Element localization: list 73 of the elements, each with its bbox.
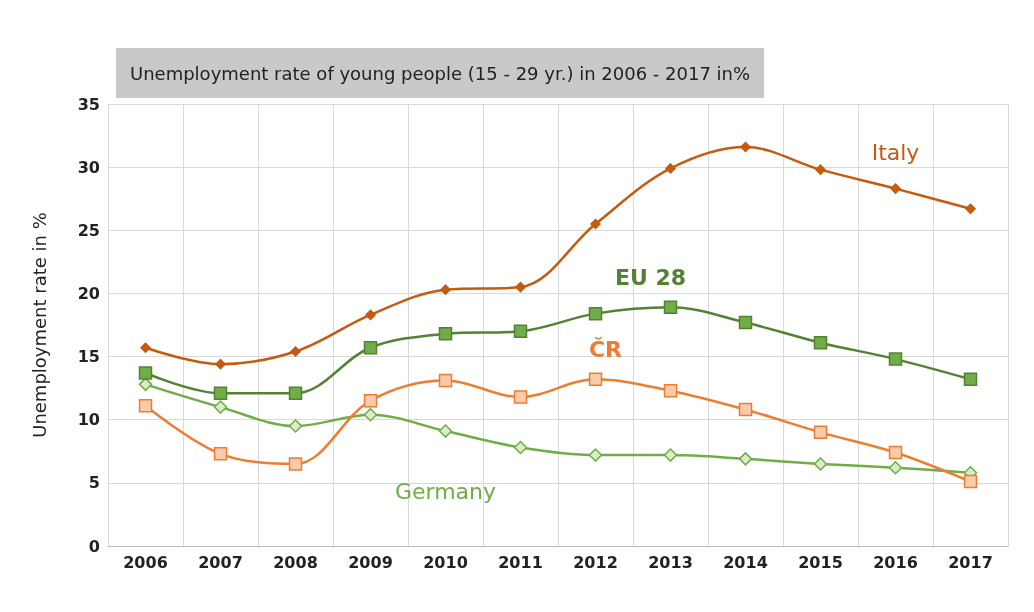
point <box>438 327 453 341</box>
point <box>140 342 151 353</box>
x-tick-label: 2010 <box>423 552 468 572</box>
y-tick-label: 25 <box>77 220 100 240</box>
point <box>963 372 978 387</box>
point <box>138 366 153 380</box>
point <box>663 448 678 462</box>
x-tick-label: 2013 <box>648 552 693 572</box>
point <box>213 447 228 461</box>
point <box>738 452 753 466</box>
point <box>738 315 753 330</box>
x-tick-label: 2011 <box>498 552 543 572</box>
point <box>740 141 751 153</box>
point <box>138 377 153 392</box>
point <box>438 424 453 438</box>
chart-title: Unemployment rate of young people (15 - 29 yr.) in 2006 - 2017 in% <box>130 62 751 84</box>
point <box>363 340 378 355</box>
point <box>663 383 678 398</box>
point <box>738 402 753 417</box>
x-tick-label: 2014 <box>723 552 768 572</box>
y-axis-title: Unemployment rate in % <box>28 212 50 438</box>
y-tick-label: 35 <box>77 94 100 114</box>
point <box>288 419 303 433</box>
point <box>588 306 603 321</box>
series-label: Italy <box>871 140 920 166</box>
point <box>513 390 528 404</box>
y-tick-label: 10 <box>77 410 100 430</box>
point <box>365 309 376 321</box>
point <box>813 457 828 471</box>
series-label: Germany <box>394 478 497 504</box>
point <box>665 163 676 174</box>
point <box>288 386 303 400</box>
x-tick-label: 2015 <box>798 552 843 572</box>
point <box>813 335 828 350</box>
x-tick-label: 2016 <box>873 552 918 572</box>
point <box>890 183 901 194</box>
point <box>440 284 451 295</box>
x-tick-label: 2008 <box>273 552 318 572</box>
y-tick-label: 0 <box>88 536 100 556</box>
series-label: ČR <box>588 336 623 362</box>
point <box>513 440 528 455</box>
point <box>888 445 903 460</box>
point <box>288 457 303 471</box>
point <box>363 407 378 422</box>
x-tick-label: 2012 <box>573 552 618 572</box>
point <box>515 281 526 293</box>
point <box>290 346 301 357</box>
point <box>213 400 228 414</box>
x-tick-label: 2017 <box>948 552 993 572</box>
point <box>138 399 153 413</box>
x-tick-label: 2009 <box>348 552 393 572</box>
point <box>213 386 228 400</box>
y-tick-label: 15 <box>77 347 100 367</box>
point <box>215 358 226 370</box>
y-tick-label: 5 <box>88 473 100 493</box>
point <box>888 352 903 366</box>
y-tick-label: 30 <box>77 157 100 177</box>
point <box>588 448 603 462</box>
point <box>363 394 378 408</box>
point <box>813 425 828 440</box>
point <box>963 474 978 489</box>
point <box>588 372 603 387</box>
series-label: EU 28 <box>614 264 687 290</box>
point <box>965 203 976 215</box>
point <box>438 373 453 388</box>
x-tick-label: 2007 <box>198 552 243 572</box>
point <box>815 164 826 175</box>
x-tick-label: 2006 <box>123 552 168 572</box>
point <box>888 460 903 475</box>
point <box>663 300 678 315</box>
point <box>513 324 528 339</box>
point <box>590 218 601 230</box>
y-tick-label: 20 <box>77 283 100 303</box>
